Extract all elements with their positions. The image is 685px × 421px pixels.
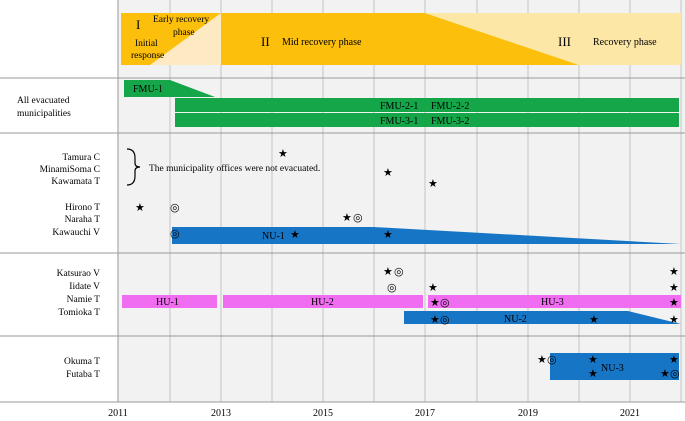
bar-nu-2-label: NU-2	[504, 314, 527, 325]
municipality-hirono: Hirono T	[65, 203, 100, 213]
double-circle-icon: ◎	[353, 211, 363, 224]
vertical-gridlines	[169, 0, 682, 402]
municipality-minamisoma: MinamiSoma C	[40, 165, 100, 175]
double-circle-icon: ◎	[670, 367, 680, 380]
star-icon: ★	[588, 367, 598, 380]
phase-1-numeral: I	[136, 17, 140, 32]
star-icon: ★	[669, 265, 679, 278]
star-icon: ★	[383, 228, 393, 241]
municipality-iidate: Iidate V	[69, 282, 100, 292]
row-dividers	[0, 0, 685, 403]
bar-nu-2	[404, 311, 681, 324]
star-icon: ★	[342, 211, 352, 224]
star-icon: ★	[669, 296, 679, 309]
bar-hu-2-label: HU-2	[311, 297, 334, 308]
event-markers: ★ ★ ★ ★ ◎ ★ ◎ ◎ ★ ★ ★ ◎ ◎ ★ ★ ◎ ★ ◎ ★ ★ …	[135, 147, 680, 380]
star-icon: ★	[428, 177, 438, 190]
star-icon: ★	[660, 367, 670, 380]
star-icon: ★	[669, 353, 679, 366]
bracket-brace	[126, 148, 141, 186]
municipality-namie: Namie T	[67, 295, 101, 305]
phase-2-numeral: II	[261, 34, 270, 49]
star-icon: ★	[669, 313, 679, 326]
bar-nu-3-label: NU-3	[601, 363, 624, 374]
phase-1-label-line1: Initial	[135, 39, 158, 49]
star-icon: ★	[430, 313, 440, 326]
bar-hu-1-label: HU-1	[156, 297, 179, 308]
year-label-2019: 2019	[518, 408, 538, 419]
star-icon: ★	[290, 228, 300, 241]
bar-fmu-2-2-label: FMU-2-2	[431, 101, 469, 112]
year-label-2013: 2013	[211, 408, 231, 419]
phase-2-label: Mid recovery phase	[282, 37, 362, 48]
double-circle-icon: ◎	[440, 313, 450, 326]
year-label-2017: 2017	[415, 408, 435, 419]
bar-hu-2	[223, 295, 423, 308]
municipality-okuma: Okuma T	[64, 357, 100, 367]
bar-fmu-3-1-label: FMU-3-1	[380, 116, 418, 127]
double-circle-icon: ◎	[547, 353, 557, 366]
phase-3-label: Recovery phase	[593, 37, 657, 48]
year-label-2015: 2015	[313, 408, 333, 419]
bar-fmu-2	[175, 98, 679, 112]
star-icon: ★	[383, 265, 393, 278]
star-icon: ★	[278, 147, 288, 160]
municipality-tamura: Tamura C	[62, 153, 100, 163]
municipality-futaba: Futaba T	[66, 370, 100, 380]
star-icon: ★	[588, 353, 598, 366]
grid-background	[118, 0, 685, 402]
bar-hu-1	[122, 295, 217, 308]
phase-3-shape	[425, 13, 681, 65]
early-recovery-label-line2: phase	[173, 28, 195, 38]
early-recovery-label-line1: Early recovery	[153, 15, 209, 25]
star-icon: ★	[669, 281, 679, 294]
municipality-kawauchi: Kawauchi V	[52, 228, 100, 238]
municipality-kawamata: Kawamata T	[51, 177, 100, 187]
year-label-2021: 2021	[620, 408, 640, 419]
phase-1-label-line2: response	[131, 51, 164, 61]
double-circle-icon: ◎	[387, 281, 397, 294]
bar-fmu-1-label: FMU-1	[133, 84, 163, 95]
bar-fmu-3	[175, 113, 679, 127]
row-label-all-evacuated-line2: municipalities	[17, 109, 71, 119]
bar-fmu-2-1-label: FMU-2-1	[380, 101, 418, 112]
bar-fmu-3-2-label: FMU-3-2	[431, 116, 469, 127]
star-icon: ★	[589, 313, 599, 326]
star-icon: ★	[428, 281, 438, 294]
row-label-all-evacuated-line1: All evacuated	[17, 96, 70, 106]
bar-nu-1-label: NU-1	[262, 231, 285, 242]
star-icon: ★	[537, 353, 547, 366]
municipality-tomioka: Tomioka T	[58, 308, 100, 318]
double-circle-icon: ◎	[440, 296, 450, 309]
municipality-katsurao: Katsurao V	[57, 269, 100, 279]
bar-fmu-1	[124, 80, 215, 97]
double-circle-icon: ◎	[170, 201, 180, 214]
not-evacuated-note: The municipality offices were not evacua…	[149, 163, 320, 174]
bar-hu-3	[428, 295, 681, 308]
double-circle-icon: ◎	[394, 265, 404, 278]
phase-2-shape	[221, 13, 579, 65]
phase-3-numeral: III	[558, 34, 571, 49]
municipality-naraha: Naraha T	[65, 215, 101, 225]
star-icon: ★	[430, 296, 440, 309]
year-label-2011: 2011	[108, 408, 128, 419]
phase-1-early-recovery-wedge	[150, 13, 221, 65]
bar-nu-1	[172, 227, 681, 244]
star-icon: ★	[383, 166, 393, 179]
bar-nu-3	[550, 353, 679, 380]
bar-hu-3-label: HU-3	[541, 297, 564, 308]
double-circle-icon: ◎	[170, 227, 180, 240]
star-icon: ★	[135, 201, 145, 214]
